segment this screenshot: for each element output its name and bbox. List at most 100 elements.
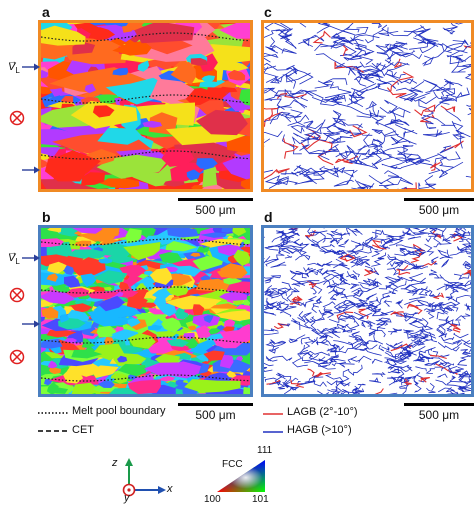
hagb-boundary [384,301,392,306]
hagb-boundary [293,138,310,144]
hagb-boundary [339,240,349,248]
hagb-boundary [336,387,346,392]
panel-label-c: c [264,5,272,19]
ipf-grain-map-a [41,23,250,189]
hagb-boundary [376,295,389,303]
hagb-boundary [396,300,403,309]
hagb-boundary [464,302,471,307]
hagb-boundary [403,330,413,333]
hagb-boundary [401,365,409,371]
hagb-boundary [430,384,434,391]
grain-boundary-map-d [264,228,471,394]
hagb-boundary [264,367,272,371]
hagb-boundary [451,290,459,298]
hagb-boundary [309,354,327,364]
hagb-boundary [304,268,313,272]
scale-bar-b [178,403,253,406]
hagb-boundary [322,311,333,318]
scale-text-d: 500 μm [404,409,474,421]
lagb-boundary [430,162,440,170]
lagb-boundary [264,106,278,120]
hagb-boundary [372,231,394,237]
hagb-boundary [385,100,411,113]
hagb-boundary [339,362,346,367]
hagb-boundary [265,378,276,382]
hagb-boundary [321,366,335,369]
hagb-boundary [454,274,469,279]
hagb-boundary [468,108,471,115]
hagb-boundary [322,261,332,266]
hagb-boundary [369,378,381,383]
hagb-boundary [422,318,428,327]
hagb-boundary [426,237,431,242]
hagb-boundary [264,237,265,241]
fcc-111-label: 111 [257,446,272,456]
hagb-boundary [409,297,425,300]
hagb-boundary [308,381,326,387]
hagb-boundary [271,262,287,267]
hagb-boundary [366,102,377,110]
ebsd-map-panel-a [38,20,253,192]
axis-label-y: y [124,493,130,504]
laser-velocity-label-top: → VL [8,62,20,76]
fcc-101-label: 101 [252,495,269,505]
vl-subscript: L [15,66,19,75]
hagb-boundary [326,375,343,388]
hagb-boundary [280,312,291,317]
panel-label-d: d [264,210,273,224]
hagb-boundary [426,388,435,393]
hagb-boundary [353,271,359,277]
lagb-boundary [464,270,471,276]
hagb-boundary [450,23,471,30]
hagb-boundary [444,79,462,86]
hagb-boundary [264,256,270,263]
hagb-boundary [317,269,330,275]
hagb-boundary [428,347,438,356]
scale-text-b: 500 μm [178,409,253,421]
hagb-boundary [422,58,433,67]
axis-label-x: x [167,484,173,495]
hagb-boundary [276,231,284,233]
hagb-boundary [264,276,274,283]
hagb-boundary [437,326,445,335]
hagb-boundary [352,229,363,235]
hagb-boundary [351,284,360,289]
lagb-boundary [441,106,455,112]
cet-dashed-line-icon [38,429,68,433]
hagb-line-icon [263,430,283,434]
hagb-boundary [385,353,396,359]
hagb-boundary [290,110,302,118]
hagb-boundary [373,312,388,316]
hagb-boundary [427,369,435,374]
hagb-boundary [289,228,300,232]
hagb-boundary [411,81,424,91]
hagb-boundary [287,174,312,184]
hagb-boundary [343,369,349,378]
hagb-boundary [330,45,356,56]
hagb-boundary [285,255,292,258]
hagb-boundary [264,257,265,263]
hagb-boundary [423,115,455,125]
hagb-boundary [425,176,437,190]
hagb-boundary [348,365,362,375]
lagb-boundary [305,230,315,237]
hagb-boundary [269,350,276,353]
hagb-boundary [310,288,316,294]
hagb-boundary [392,279,401,287]
scan-direction-arrow-icon [22,253,40,263]
hagb-boundary [322,244,335,250]
hagb-boundary [379,27,399,35]
hagb-boundary [265,47,278,53]
lagb-boundary [394,59,401,68]
hagb-boundary [312,238,332,242]
hagb-boundary [372,372,385,377]
hagb-boundary [436,380,463,387]
hagb-boundary [377,63,387,68]
vector-arrow-icon: → [8,247,17,258]
hagb-boundary [453,130,465,139]
hagb-boundary [264,139,270,147]
scale-bar-a [178,198,253,201]
hagb-boundary [408,237,421,240]
vl-subscript: L [15,257,19,266]
hagb-boundary [435,157,454,167]
